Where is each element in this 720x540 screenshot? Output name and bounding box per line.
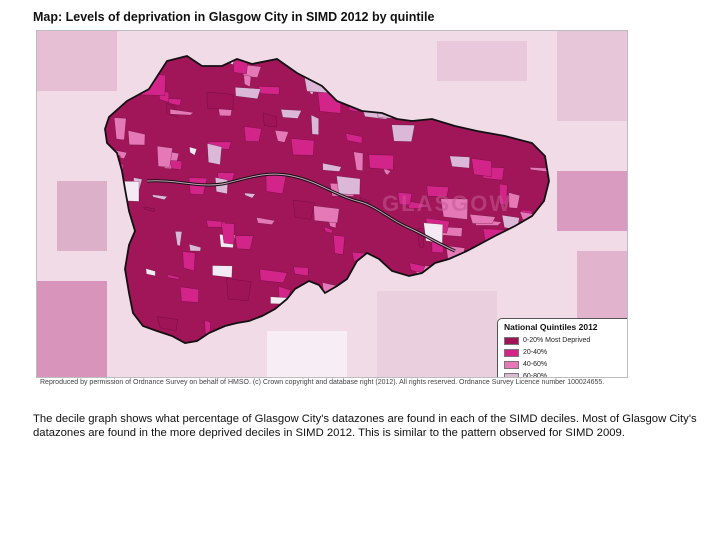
datazone [157,316,179,331]
datazone [322,162,342,172]
copyright-credit: Reproduced by permission of Ordnance Sur… [40,379,605,386]
datazone [336,175,361,195]
legend-label: 60-80% [523,373,548,378]
datazone [440,198,468,220]
datazone [165,273,181,280]
datazone [290,138,315,156]
legend-title: National Quintiles 2012 [504,322,598,332]
datazone [169,109,194,116]
legend-label: 20-40% [523,349,548,356]
datazone [235,87,261,100]
datazone [391,124,415,142]
datazone [226,278,252,301]
datazone [207,143,222,165]
datazone [258,86,280,95]
datazone [293,266,309,277]
legend-items: 0-20% Most Deprived20-40%40-60%60-80%80-… [504,335,627,378]
datazone [426,185,450,197]
datazone [368,154,394,171]
datazone [212,265,233,278]
legend-swatch [504,360,519,369]
datazone [397,192,413,206]
legend-item: 40-60% [504,359,627,370]
deprivation-map[interactable]: GLASGOW National Quintiles 2012 0-20% Mo… [36,30,628,378]
datazone [313,205,340,224]
datazone [259,268,288,283]
datazone [151,194,168,200]
datazone [170,160,183,171]
datazone [471,158,492,177]
map-title: Map: Levels of deprivation in Glasgow Ci… [33,10,435,24]
datazone [243,126,262,142]
description-text: The decile graph shows what percentage o… [33,413,697,439]
datazone [180,286,199,303]
datazone [143,206,156,212]
datazone [449,155,470,169]
legend-label: 0-20% Most Deprived [523,337,591,344]
legend-swatch [504,348,519,357]
datazone [274,130,289,143]
datazone [156,145,173,168]
datazone [113,117,127,141]
datazone [353,151,364,171]
datazone [333,234,345,255]
datazone [244,192,256,199]
datazone [280,109,302,119]
legend-item: 60-80% [504,371,627,378]
datazone [189,146,197,156]
datazone [262,112,277,128]
datazone [499,183,508,206]
datazone [382,167,391,176]
datazone [145,268,156,277]
datazone [221,222,235,245]
datazone [469,214,496,224]
datazone [235,235,254,250]
datazone [175,231,183,247]
datazone [359,197,370,204]
datazone [323,226,333,234]
river-clyde-inner [146,173,456,252]
legend-swatch [504,372,519,377]
place-label: GLASGOW [382,191,512,216]
map-legend: National Quintiles 2012 0-20% Most Depri… [497,318,627,378]
datazone [345,133,363,144]
datazone [243,74,252,88]
legend-item: 0-20% Most Deprived [504,335,627,346]
datazone [206,92,234,111]
datazone [188,243,202,252]
datazone [508,192,521,209]
datazone [293,200,315,220]
legend-label: 40-60% [523,361,548,368]
datazone [256,217,276,225]
datazone [310,114,319,135]
datazone [127,130,146,146]
datazone [188,177,208,195]
legend-item: 20-40% [504,347,627,358]
datazone [406,200,425,209]
legend-swatch [504,336,519,345]
datazone [182,251,196,272]
